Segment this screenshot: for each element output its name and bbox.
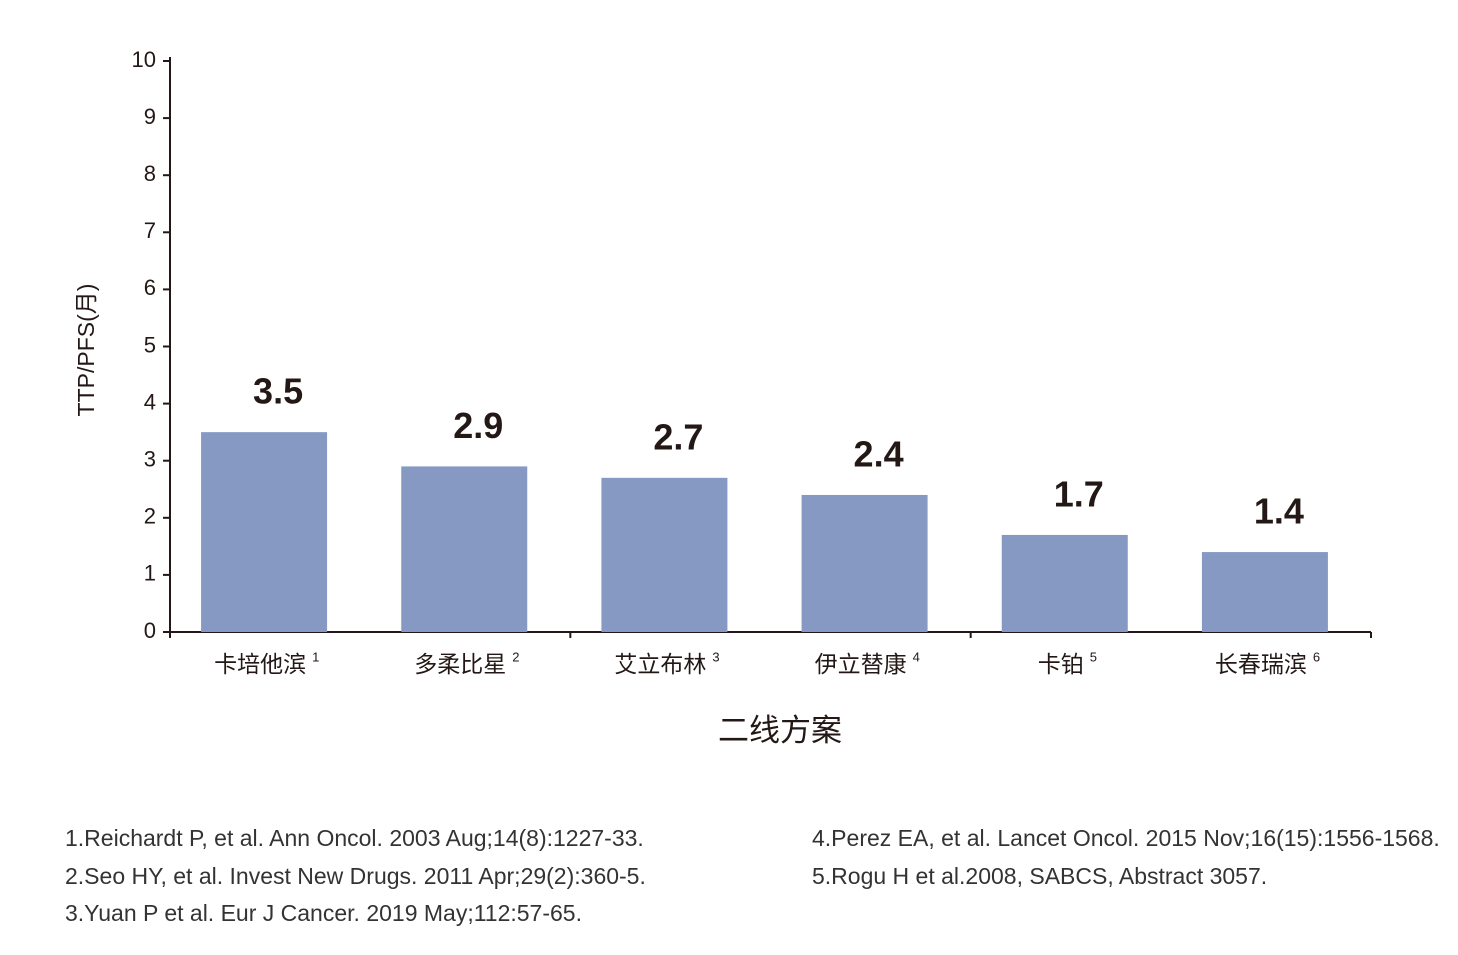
- x-tick-label: 艾立布林: [614, 651, 706, 677]
- y-tick-label: 5: [144, 332, 156, 357]
- x-axis-label: 二线方案: [718, 713, 842, 748]
- category-note: 4: [913, 649, 920, 664]
- y-tick-label: 8: [144, 161, 156, 186]
- bar: [401, 466, 528, 632]
- y-axis-label: TTP/PFS(月): [73, 284, 99, 417]
- x-tick-label: 卡培他滨: [214, 651, 306, 677]
- category-note: 1: [312, 649, 319, 664]
- x-tick-label: 伊立替康: [815, 651, 907, 677]
- category-note: 2: [512, 649, 519, 664]
- x-tick-label: 卡铂: [1038, 651, 1084, 677]
- y-tick-label: 9: [144, 104, 156, 129]
- bar: [801, 494, 928, 632]
- value-label: 2.7: [653, 416, 703, 457]
- x-tick-label: 多柔比星: [414, 651, 506, 677]
- value-label: 2.9: [453, 405, 503, 446]
- value-label: 1.4: [1254, 491, 1304, 532]
- bar: [201, 432, 328, 632]
- bar: [1001, 534, 1128, 632]
- value-label: 3.5: [253, 371, 303, 412]
- category-note: 5: [1090, 649, 1097, 664]
- y-tick-label: 10: [132, 47, 156, 72]
- y-tick-label: 4: [144, 389, 156, 414]
- bar: [601, 477, 728, 632]
- y-tick-label: 0: [144, 618, 156, 643]
- reference: 2.Seo HY, et al. Invest New Drugs. 2011 …: [65, 863, 646, 889]
- y-tick-label: 3: [144, 447, 156, 472]
- reference: 4.Perez EA, et al. Lancet Oncol. 2015 No…: [812, 825, 1440, 851]
- reference: 5.Rogu H et al.2008, SABCS, Abstract 305…: [812, 863, 1267, 889]
- value-label: 1.7: [1054, 473, 1104, 514]
- category-note: 6: [1313, 649, 1320, 664]
- y-tick-label: 2: [144, 504, 156, 529]
- value-label: 2.4: [854, 433, 904, 474]
- x-tick-label: 长春瑞滨: [1215, 651, 1307, 677]
- reference: 1.Reichardt P, et al. Ann Oncol. 2003 Au…: [65, 825, 644, 851]
- reference: 3.Yuan P et al. Eur J Cancer. 2019 May;1…: [65, 900, 582, 926]
- y-tick-label: 1: [144, 561, 156, 586]
- y-tick-label: 7: [144, 218, 156, 243]
- y-tick-label: 6: [144, 275, 156, 300]
- category-note: 3: [712, 649, 719, 664]
- bar: [1201, 552, 1328, 632]
